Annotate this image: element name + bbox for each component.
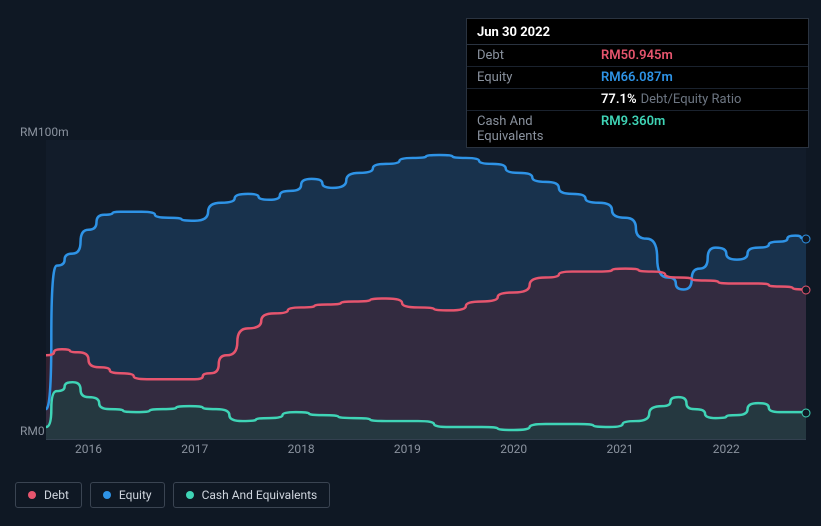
tooltip-row-value: RM66.087m <box>601 70 673 85</box>
x-axis-tick: 2016 <box>75 442 102 456</box>
x-axis-tick: 2020 <box>500 442 527 456</box>
tooltip-row: Cash And EquivalentsRM9.360m <box>467 111 808 147</box>
legend-item[interactable]: Cash And Equivalents <box>173 482 331 508</box>
tooltip-date: Jun 30 2022 <box>467 19 808 45</box>
data-tooltip: Jun 30 2022 DebtRM50.945mEquityRM66.087m… <box>466 18 809 148</box>
y-axis-label: RM0 <box>20 424 45 438</box>
legend-item[interactable]: Equity <box>90 482 165 508</box>
series-end-marker <box>802 286 811 295</box>
tooltip-row-value: RM9.360m <box>601 114 665 144</box>
legend-dot-icon <box>186 491 194 499</box>
legend-label: Debt <box>44 488 69 502</box>
tooltip-row-label: Cash And Equivalents <box>477 114 601 144</box>
series-end-marker <box>802 235 811 244</box>
legend-dot-icon <box>28 491 36 499</box>
x-axis: 2016 2017 2018 2019 2020 2021 2022 <box>46 442 806 462</box>
legend-label: Cash And Equivalents <box>202 488 318 502</box>
chart-svg <box>46 140 806 439</box>
tooltip-row-label: Equity <box>477 70 601 85</box>
tooltip-row-value: 77.1%Debt/Equity Ratio <box>601 92 741 107</box>
chart-plot-area[interactable] <box>46 140 806 440</box>
tooltip-row: 77.1%Debt/Equity Ratio <box>467 89 808 111</box>
x-axis-tick: 2022 <box>713 442 740 456</box>
legend-item[interactable]: Debt <box>15 482 82 508</box>
x-axis-tick: 2021 <box>606 442 633 456</box>
x-axis-tick: 2017 <box>181 442 208 456</box>
legend-dot-icon <box>103 491 111 499</box>
y-axis-label: RM100m <box>20 125 69 139</box>
tooltip-row: DebtRM50.945m <box>467 45 808 67</box>
chart-container: Jun 30 2022 DebtRM50.945mEquityRM66.087m… <box>0 0 821 526</box>
series-end-marker <box>802 409 811 418</box>
tooltip-row-label <box>477 92 601 107</box>
x-axis-tick: 2019 <box>394 442 421 456</box>
legend-label: Equity <box>119 488 152 502</box>
x-axis-tick: 2018 <box>288 442 315 456</box>
tooltip-row-label: Debt <box>477 48 601 63</box>
tooltip-row-suffix: Debt/Equity Ratio <box>641 92 742 107</box>
tooltip-row-value: RM50.945m <box>601 48 673 63</box>
tooltip-row: EquityRM66.087m <box>467 67 808 89</box>
legend: Debt Equity Cash And Equivalents <box>15 482 330 508</box>
